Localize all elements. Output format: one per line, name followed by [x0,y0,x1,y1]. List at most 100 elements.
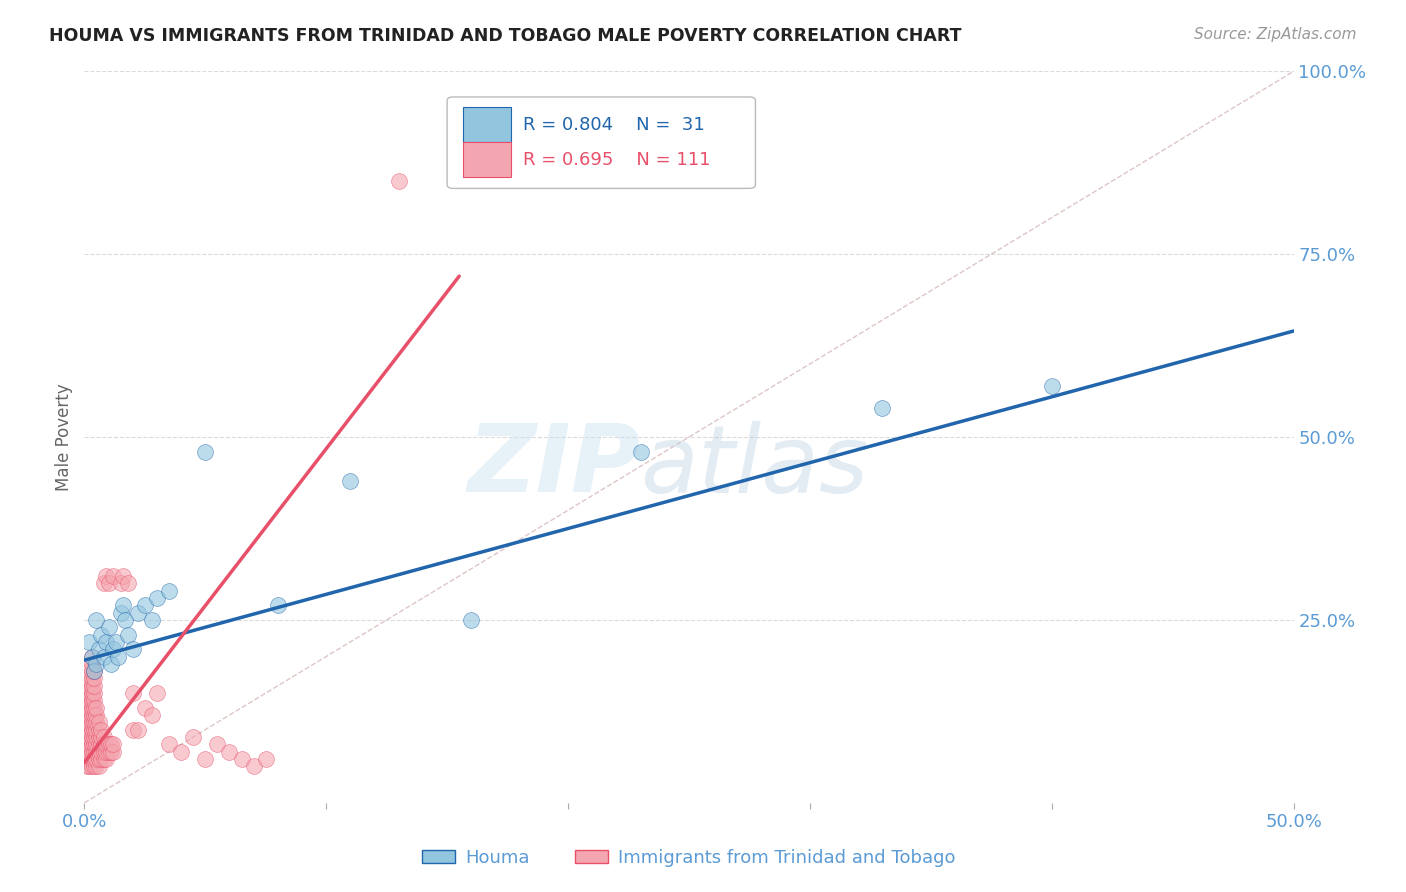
Point [83,664,105,678]
Point [134,599,156,613]
Point [77,672,100,686]
Point [86,737,108,751]
Point [460,613,482,627]
Point [93,752,115,766]
Point [94,635,117,649]
Point [80,693,103,707]
Point [121,686,143,700]
Point [97,737,120,751]
Point [90,737,112,751]
Point [80,657,103,671]
Point [83,686,105,700]
Point [86,759,108,773]
Point [83,664,105,678]
Point [76,686,98,700]
Point [254,752,277,766]
Point [127,606,149,620]
Point [76,700,98,714]
Point [146,686,169,700]
Point [117,576,139,591]
Point [80,672,103,686]
Point [110,576,132,591]
Point [87,752,110,766]
Point [103,642,125,657]
Point [107,649,129,664]
Point [97,620,120,634]
Point [121,642,143,657]
Point [194,444,217,458]
FancyBboxPatch shape [447,97,755,188]
Point [93,649,115,664]
Point [94,569,117,583]
Point [90,745,112,759]
Point [872,401,894,415]
Point [90,730,112,744]
Point [80,700,103,714]
Point [77,752,100,766]
Point [87,723,110,737]
Point [80,737,103,751]
Point [77,745,100,759]
Point [80,649,103,664]
Point [83,745,105,759]
Point [141,613,163,627]
Point [80,723,103,737]
Point [93,730,115,744]
Point [77,664,100,678]
Point [80,708,103,723]
Point [207,737,229,751]
Point [100,737,122,751]
Point [339,474,361,488]
Point [157,737,180,751]
Point [83,730,105,744]
Bar [463,107,512,143]
Point [77,715,100,730]
Point [86,752,108,766]
Bar [463,143,512,178]
Point [83,759,105,773]
Point [170,745,193,759]
Point [76,723,98,737]
Point [141,708,163,723]
Text: R = 0.804    N =  31: R = 0.804 N = 31 [523,116,704,134]
Point [86,613,108,627]
Point [77,737,100,751]
Point [242,759,264,773]
Point [117,627,139,641]
Point [76,693,98,707]
Point [86,745,108,759]
Text: HOUMA VS IMMIGRANTS FROM TRINIDAD AND TOBAGO MALE POVERTY CORRELATION CHART: HOUMA VS IMMIGRANTS FROM TRINIDAD AND TO… [49,27,962,45]
Point [87,715,110,730]
Point [80,649,103,664]
Point [83,737,105,751]
Text: R = 0.695    N = 111: R = 0.695 N = 111 [523,151,711,169]
Point [80,715,103,730]
Point [97,576,120,591]
Point [77,686,100,700]
Point [77,679,100,693]
Point [100,657,122,671]
Point [87,759,110,773]
Point [83,752,105,766]
Point [112,599,135,613]
Point [86,715,108,730]
Point [110,606,132,620]
Point [1040,379,1063,393]
Point [76,708,98,723]
Point [267,599,290,613]
Point [77,708,100,723]
Point [127,723,149,737]
Point [86,708,108,723]
Point [80,745,103,759]
Point [87,745,110,759]
Point [76,730,98,744]
Point [114,613,136,627]
Point [77,693,100,707]
Point [83,708,105,723]
Point [77,730,100,744]
Point [86,657,108,671]
Point [97,745,120,759]
Point [157,583,180,598]
Point [86,723,108,737]
Point [80,759,103,773]
